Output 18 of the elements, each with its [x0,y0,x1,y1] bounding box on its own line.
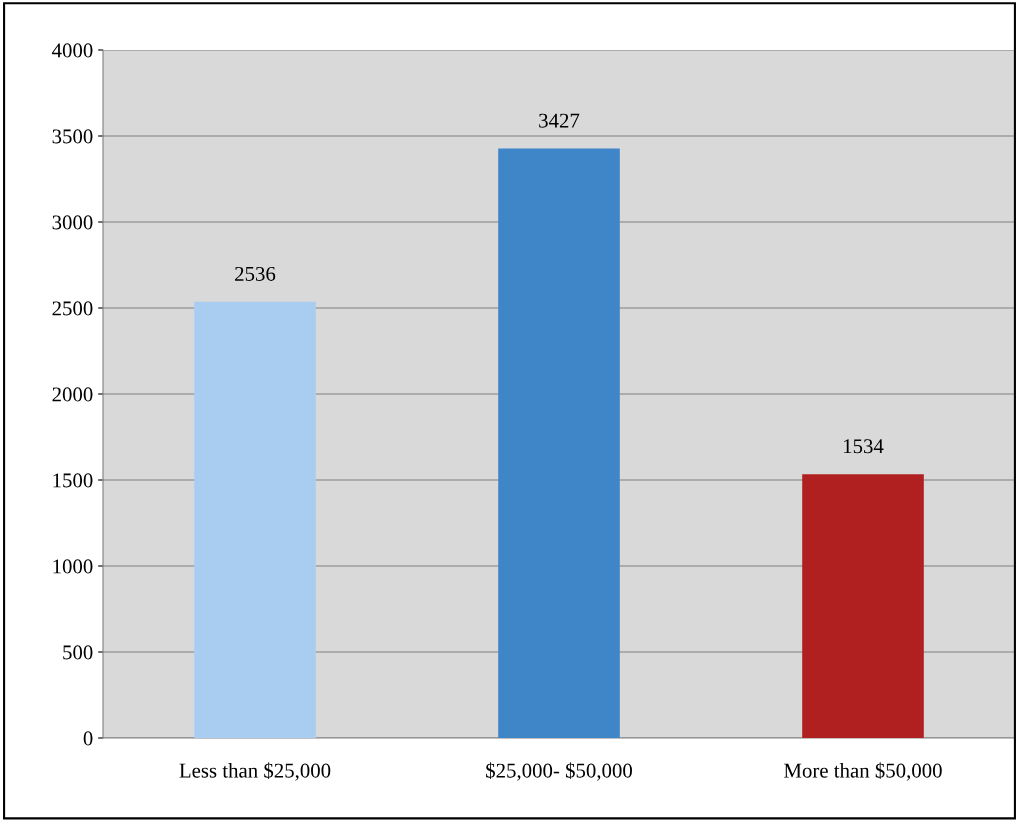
y-tick-label: 0 [83,731,93,746]
bar [194,301,316,738]
data-label: 3427 [539,113,580,128]
y-tick-label: 1500 [53,473,93,488]
y-tick-label: 500 [63,645,93,660]
y-tick-label: 1000 [53,559,93,574]
data-label: 2536 [235,266,276,281]
y-tick-label: 3500 [52,129,93,144]
x-tick-label: More than $50,000 [784,762,942,781]
y-tick-label: 2500 [52,301,93,316]
y-tick-label: 3000 [52,215,93,230]
data-label: 1534 [844,439,884,454]
y-tick-label: 2000 [52,387,93,402]
x-tick-label: Less than $25,000 [179,762,331,781]
bar [498,148,620,738]
bar [802,474,924,738]
y-tick-label: 4000 [52,43,93,58]
x-tick-label: $25,000- $50,000 [486,762,632,781]
